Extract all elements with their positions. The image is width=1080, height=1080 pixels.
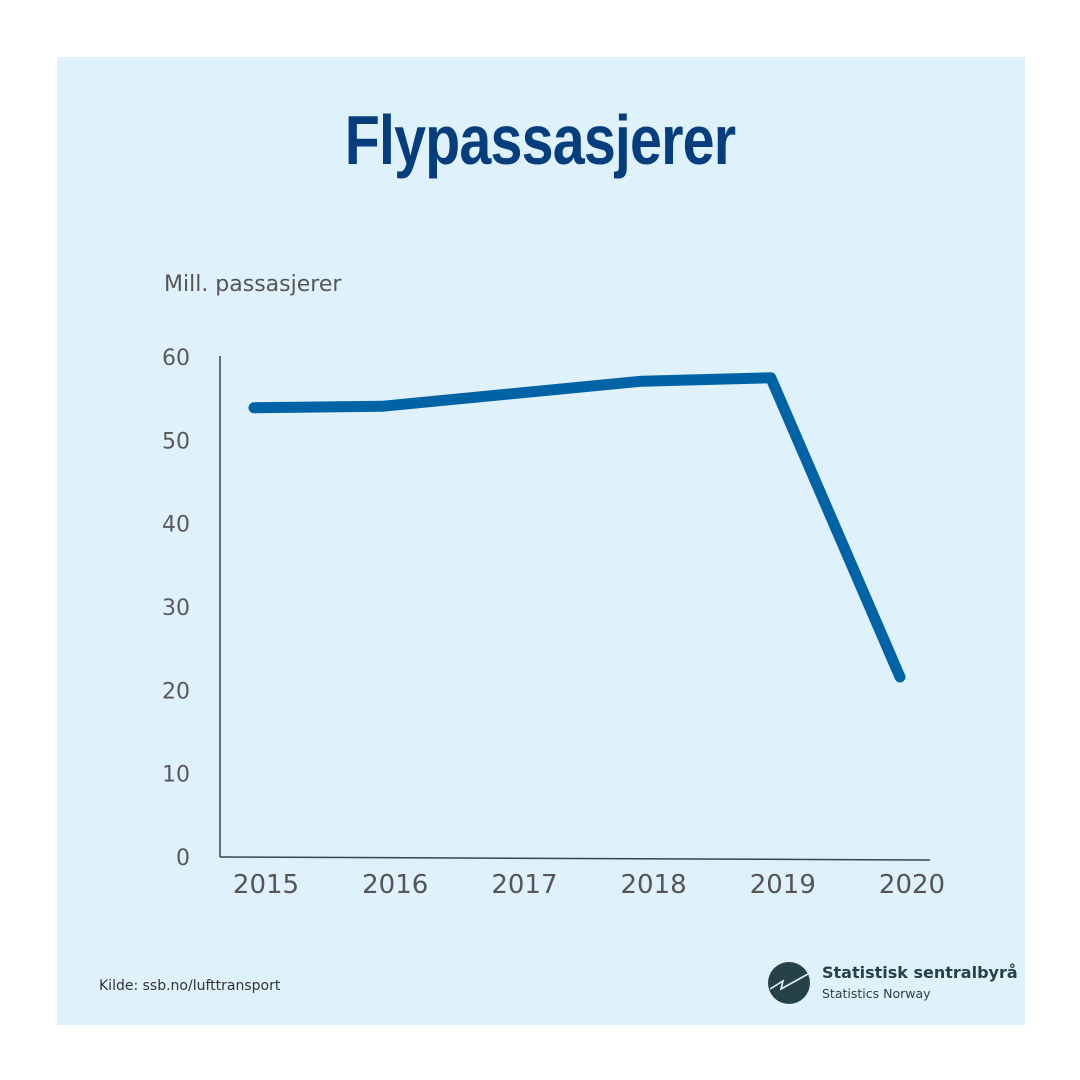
source-note: Kilde: ssb.no/lufttransport: [99, 978, 281, 994]
x-tick-label: 2018: [621, 870, 687, 900]
y-tick-label: 60: [162, 346, 190, 371]
y-tick-label: 50: [162, 429, 190, 454]
logo-subtitle: Statistics Norway: [822, 986, 931, 1001]
x-tick-label: 2017: [491, 870, 557, 900]
x-tick-label: 2020: [879, 870, 945, 900]
y-tick-label: 0: [176, 846, 190, 871]
x-tick-labels: 2015 2016 2017 2018 2019 2020: [233, 870, 945, 900]
y-axis-unit-label: Mill. passasjerer: [164, 272, 342, 297]
infographic-card: [57, 57, 1025, 1025]
y-tick-label: 20: [162, 679, 190, 704]
ssb-logo: Statistisk sentralbyrå Statistics Norway: [768, 960, 1028, 1006]
y-tick-labels: 0 10 20 30 40 50 60: [162, 346, 190, 871]
logo-name: Statistisk sentralbyrå: [822, 963, 1018, 982]
y-tick-label: 10: [162, 763, 190, 788]
series-line-flypassasjerer: [248, 372, 906, 683]
x-axis-line: [219, 856, 931, 861]
x-tick-label: 2016: [362, 870, 428, 900]
x-tick-label: 2015: [233, 870, 299, 900]
y-tick-label: 40: [162, 513, 190, 538]
x-tick-label: 2019: [750, 870, 816, 900]
ssb-logo-icon: [768, 962, 810, 1004]
chart-title: Flypassasjerer: [344, 101, 736, 179]
y-tick-label: 30: [162, 596, 190, 621]
